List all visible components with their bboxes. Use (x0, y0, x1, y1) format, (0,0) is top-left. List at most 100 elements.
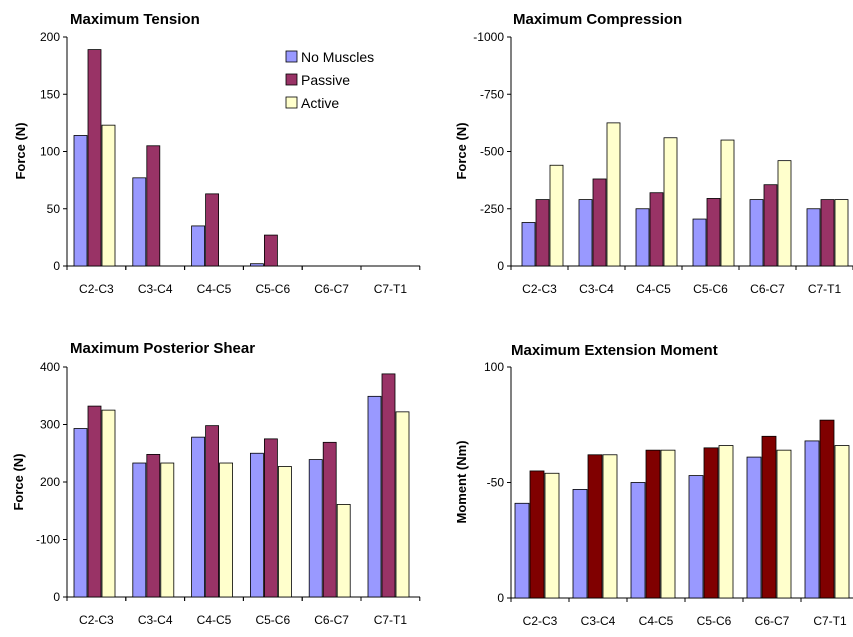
legend-label-passive: Passive (301, 72, 350, 88)
bar-no-muscles (132, 462, 147, 598)
bar-passive (322, 441, 337, 598)
bar-no-muscles (746, 456, 762, 599)
bar-passive (761, 435, 777, 599)
bar-passive (529, 470, 545, 599)
bar-no-muscles (514, 502, 530, 599)
y-tick-label: -750 (480, 87, 504, 101)
bar-active (219, 462, 234, 598)
bar-no-muscles (804, 440, 820, 599)
x-tick-label: C2-C3 (79, 282, 114, 296)
bar-no-muscles (308, 459, 323, 598)
bar-passive (706, 198, 721, 267)
bar-no-muscles (73, 135, 88, 267)
bar-passive (645, 449, 661, 599)
panel-3-ylabel: Force (N) (11, 453, 26, 510)
bar-passive (146, 453, 161, 598)
y-tick-label: 400 (40, 360, 60, 374)
x-tick-label: C5-C6 (255, 613, 290, 627)
panel-4-plot: 0 -50 100 C2-C3 C3-C4 C4-C5 C5-C6 C6-C7 C7-T1 (484, 360, 853, 628)
legend-label-active: Active (301, 95, 339, 111)
x-tick-label: C3-C4 (579, 282, 614, 296)
bar-no-muscles (572, 489, 588, 599)
y-tick-label: -1000 (473, 30, 504, 44)
x-tick-label: C3-C4 (581, 614, 616, 628)
legend: No Muscles Passive Active (285, 49, 374, 111)
y-tick-label: 0 (53, 259, 60, 273)
y-tick-label: 0 (497, 591, 504, 605)
bar-no-muscles (191, 225, 206, 267)
y-tick-label: 100 (40, 145, 60, 159)
bar-no-muscles (578, 199, 593, 267)
bar-no-muscles (132, 177, 147, 267)
bar-active (602, 454, 618, 599)
bar-passive (87, 49, 102, 267)
x-tick-label: C4-C5 (636, 282, 671, 296)
y-tick-label: 200 (40, 30, 60, 44)
y-tick-label: 0 (53, 590, 60, 604)
x-tick-label: C2-C3 (523, 614, 558, 628)
panel-4-title: Maximum Extension Moment (511, 342, 718, 359)
x-tick-label: C3-C4 (138, 282, 173, 296)
bar-active (336, 504, 351, 598)
bar-active (101, 124, 116, 267)
bar-active (277, 466, 292, 598)
x-tick-label: C4-C5 (197, 613, 232, 627)
bar-no-muscles (749, 199, 764, 267)
bar-passive (263, 234, 278, 267)
y-tick-label: 300 (40, 418, 60, 432)
x-tick-label: C7-T1 (813, 614, 847, 628)
bar-passive (205, 425, 220, 598)
x-tick-label: C7-T1 (374, 282, 408, 296)
bar-no-muscles (367, 395, 382, 598)
x-tick-label: C3-C4 (138, 613, 173, 627)
bar-active (777, 160, 792, 267)
bar-passive (87, 405, 102, 598)
bar-no-muscles (630, 482, 646, 599)
panel-1-title: Maximum Tension (70, 11, 200, 28)
bar-passive (819, 419, 835, 599)
x-tick-label: C2-C3 (522, 282, 557, 296)
bar-no-muscles (692, 218, 707, 267)
bar-no-muscles (73, 428, 88, 598)
y-tick-label: -50 (487, 476, 505, 490)
legend-swatch-passive (285, 73, 298, 86)
bar-active (834, 199, 849, 267)
bar-active (549, 164, 564, 267)
bar-passive (146, 145, 161, 267)
y-tick-label: -100 (36, 533, 60, 547)
bar-passive (592, 178, 607, 267)
bar-no-muscles (688, 475, 704, 599)
bar-no-muscles (249, 263, 264, 267)
panel-1-plot: 0 50 100 150 200 C2-C3 C3-C4 C4-C5 C5-C6 C6-C7 C7-… (40, 30, 421, 296)
x-tick-label: C6-C7 (314, 613, 349, 627)
y-tick-label: -250 (480, 202, 504, 216)
bar-active (395, 411, 410, 598)
x-tick-label: C4-C5 (197, 282, 232, 296)
bar-passive (703, 447, 719, 599)
bar-passive (820, 199, 835, 267)
bar-no-muscles (249, 452, 264, 598)
x-tick-label: C6-C7 (755, 614, 790, 628)
bar-passive (649, 192, 664, 267)
bar-active (834, 445, 850, 599)
bar-passive (535, 199, 550, 267)
y-tick-label: 200 (40, 475, 60, 489)
legend-label-no-muscles: No Muscles (301, 49, 374, 65)
bar-active (544, 472, 560, 599)
bar-passive (263, 438, 278, 598)
y-tick-label: -500 (480, 145, 504, 159)
bar-passive (587, 454, 603, 599)
bar-no-muscles (635, 208, 650, 267)
bar-active (776, 449, 792, 599)
bar-active (660, 449, 676, 599)
panel-1-ylabel: Force (N) (13, 122, 28, 179)
x-tick-label: C4-C5 (639, 614, 674, 628)
x-tick-label: C7-T1 (374, 613, 408, 627)
y-tick-label: 50 (47, 202, 61, 216)
x-tick-label: C6-C7 (314, 282, 349, 296)
x-tick-label: C6-C7 (750, 282, 785, 296)
bar-no-muscles (521, 222, 536, 267)
bar-active (101, 409, 116, 598)
